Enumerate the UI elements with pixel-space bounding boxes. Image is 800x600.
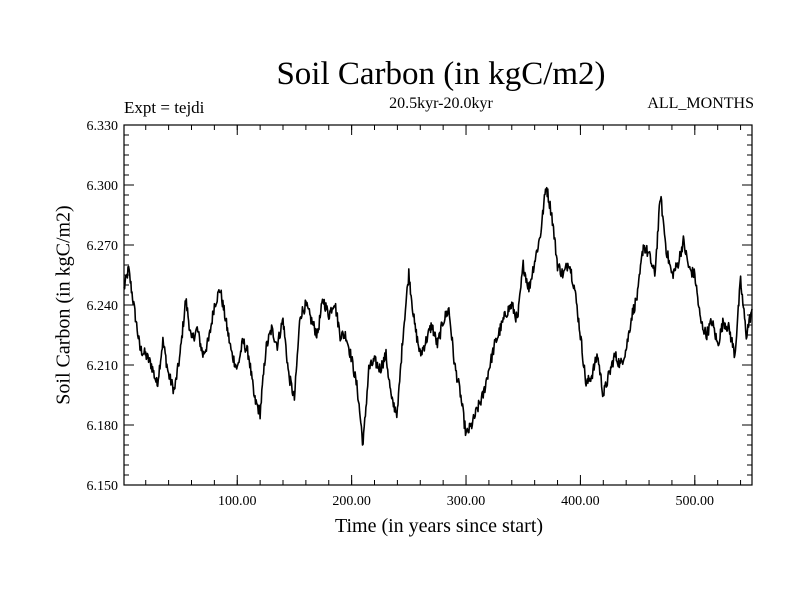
series-line-soil-carbon [123, 186, 753, 446]
experiment-label: Expt = tejdi [124, 98, 205, 117]
y-tick-label: 6.300 [87, 179, 119, 194]
x-tick-label: 500.00 [676, 494, 715, 509]
y-tick-label: 6.330 [87, 119, 119, 134]
y-tick-label: 6.270 [87, 239, 119, 254]
x-tick-label: 400.00 [561, 494, 600, 509]
months-label: ALL_MONTHS [647, 95, 754, 112]
x-tick-label: 100.00 [218, 494, 257, 509]
y-tick-label: 6.240 [87, 299, 119, 314]
chart-title: Soil Carbon (in kgC/m2) [276, 56, 606, 92]
plot-frame [123, 124, 753, 486]
x-axis-label: Time (in years since start) [334, 515, 544, 537]
y-tick-label: 6.210 [87, 359, 119, 374]
x-tick-label: 200.00 [332, 494, 371, 509]
chart-subtitle: 20.5kyr-20.0kyr [389, 95, 493, 112]
y-tick-label: 6.150 [87, 479, 119, 494]
y-tick-label: 6.180 [87, 419, 119, 434]
x-tick-label: 300.00 [447, 494, 486, 509]
